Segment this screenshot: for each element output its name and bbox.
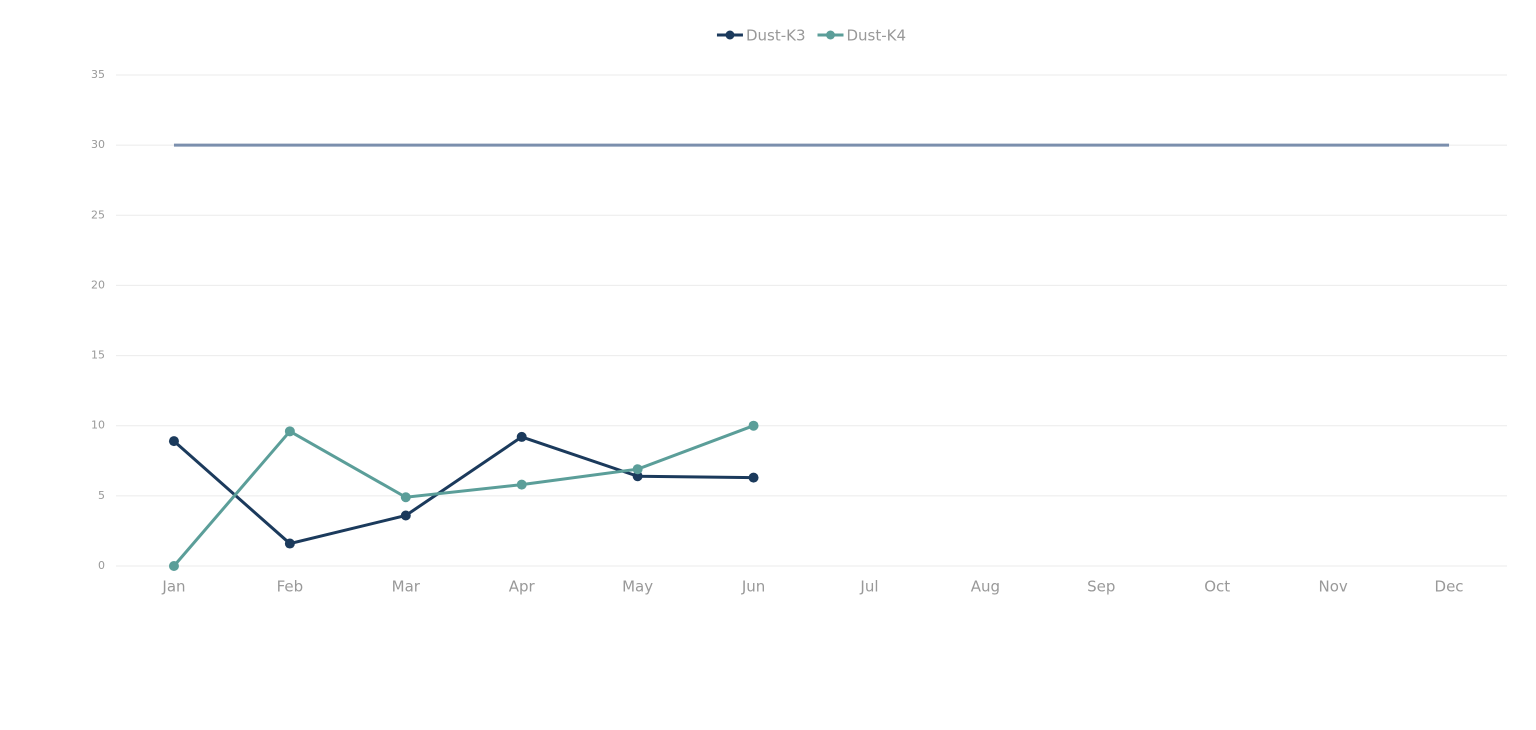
x-tick-label: May <box>622 578 653 596</box>
legend-label: Dust-K4 <box>847 27 907 45</box>
x-tick-label: Jul <box>859 578 878 596</box>
x-tick-label: Apr <box>509 578 536 596</box>
x-tick-label: Nov <box>1318 578 1347 596</box>
y-tick-label: 20 <box>91 278 105 291</box>
data-point <box>284 538 295 549</box>
data-point <box>632 464 643 475</box>
legend-swatch-dot <box>826 30 835 40</box>
y-tick-label: 35 <box>91 68 105 81</box>
legend-swatch-dot <box>725 30 735 40</box>
legend-label: Dust-K3 <box>746 27 806 45</box>
data-point <box>400 510 411 521</box>
data-point <box>748 472 759 483</box>
data-point <box>516 479 527 490</box>
legend: Dust-K3 Dust-K4 <box>716 27 907 45</box>
y-tick-label: 15 <box>91 349 105 362</box>
x-tick-label: Feb <box>277 578 304 596</box>
data-point <box>168 561 179 571</box>
data-point <box>168 436 179 447</box>
x-tick-label: Sep <box>1087 578 1115 596</box>
x-tick-label: Dec <box>1435 578 1464 596</box>
x-tick-label: Oct <box>1204 578 1230 596</box>
x-tick-label: Mar <box>392 578 421 596</box>
y-tick-label: 5 <box>98 489 105 502</box>
data-point <box>400 492 411 503</box>
data-point <box>284 426 295 437</box>
y-tick-label: 0 <box>98 559 105 572</box>
series-line <box>172 435 754 546</box>
data-point <box>516 431 527 442</box>
series-line <box>172 424 755 567</box>
data-point <box>748 420 759 431</box>
y-tick-label: 30 <box>91 138 105 151</box>
y-tick-label: 25 <box>91 208 105 221</box>
x-tick-label: Jan <box>161 578 185 596</box>
x-tick-label: Jun <box>741 578 765 596</box>
data-point <box>632 471 643 482</box>
y-tick-label: 10 <box>91 419 105 432</box>
x-tick-label: Aug <box>971 578 1000 596</box>
